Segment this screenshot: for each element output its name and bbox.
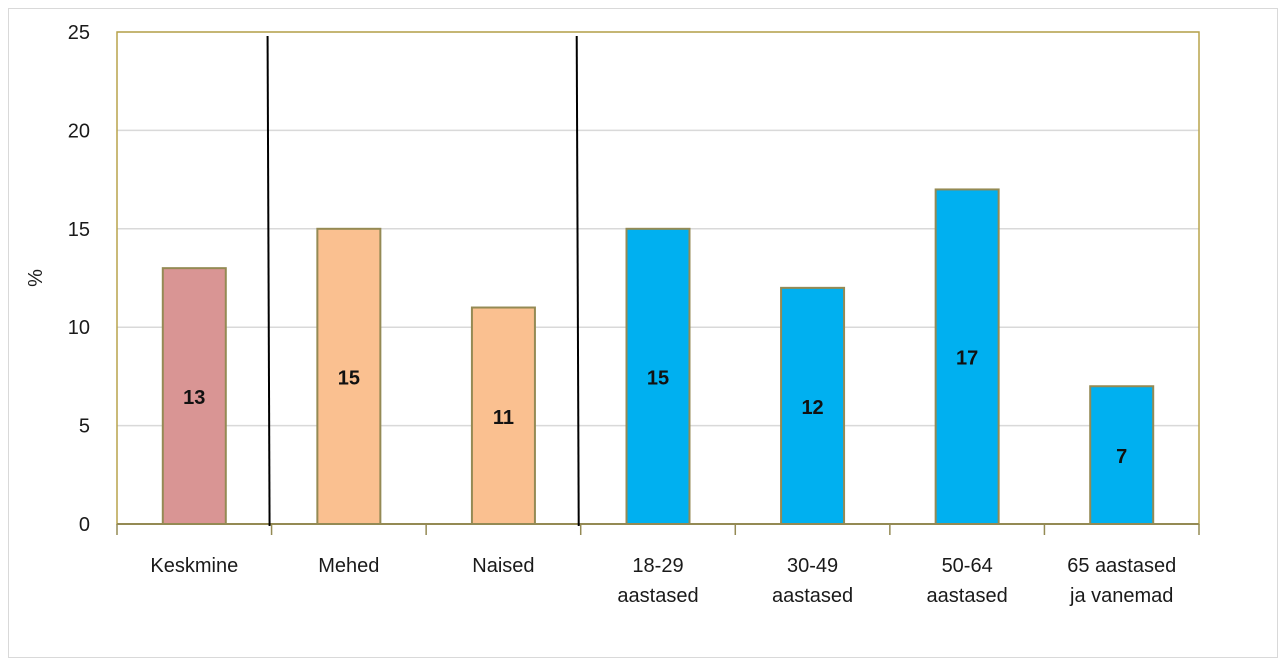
data-label: 17	[956, 348, 978, 370]
y-tick-label: 5	[79, 416, 90, 438]
data-label: 15	[338, 367, 360, 389]
bar	[316, 227, 382, 526]
data-label: 11	[493, 407, 514, 429]
x-category-label: Mehed	[318, 555, 379, 577]
x-category-label: 18-29	[632, 555, 683, 577]
y-tick-label: 25	[68, 22, 90, 44]
x-category-label: ja vanemad	[1069, 585, 1173, 607]
x-category-label: aastased	[772, 585, 853, 607]
x-category-label: aastased	[617, 585, 698, 607]
x-category-label: 65 aastased	[1067, 555, 1176, 577]
x-category-label: Keskmine	[150, 555, 238, 577]
y-tick-label: 15	[68, 219, 90, 241]
y-tick-label: 10	[68, 317, 90, 339]
y-tick-label: 20	[68, 120, 90, 142]
x-category-label: 50-64	[942, 555, 993, 577]
group-separator	[575, 35, 580, 527]
data-label: 13	[183, 387, 205, 409]
y-axis-title: %	[25, 269, 47, 287]
bar	[470, 306, 536, 525]
bar	[625, 227, 691, 526]
data-label: 15	[647, 367, 669, 389]
y-tick-label: 0	[79, 514, 90, 536]
data-label: 12	[801, 397, 823, 419]
x-category-label: aastased	[927, 585, 1008, 607]
bar	[161, 267, 227, 525]
x-category-label: 30-49	[787, 555, 838, 577]
data-label: 7	[1116, 446, 1127, 468]
bar	[780, 286, 846, 525]
group-separator	[266, 35, 271, 527]
x-category-label: Naised	[472, 555, 534, 577]
